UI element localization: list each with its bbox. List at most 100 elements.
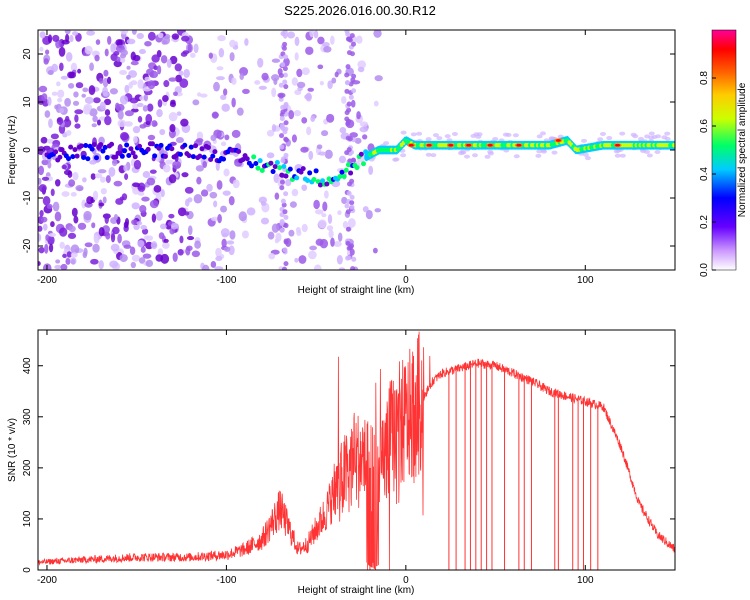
heatmap-cell [70, 257, 77, 265]
snr-xtick-label: -100 [216, 575, 236, 586]
heatmap-cell [300, 146, 309, 153]
chart-title: S225.2026.016.00.30.R12 [284, 3, 436, 18]
heatmap-cell [215, 247, 222, 258]
heatmap-cell [484, 154, 491, 159]
heatmap-cell [282, 41, 288, 47]
heatmap-cell [42, 195, 51, 206]
heatmap-cell [119, 95, 129, 105]
heatmap-cell [305, 46, 314, 55]
heatmap-cell [287, 31, 296, 39]
heatmap-cell [400, 130, 407, 135]
heatmap-cell [218, 47, 225, 58]
heatmap-cell [98, 202, 105, 207]
heatmap-cell [132, 154, 138, 160]
heatmap-cell [306, 126, 312, 136]
heatmap-cell [149, 199, 159, 209]
heatmap-cell [194, 240, 201, 249]
heatmap-cell [283, 84, 289, 90]
spectrogram-xtick-label: 0 [403, 275, 409, 286]
heatmap-cell [94, 54, 100, 62]
heatmap-cell [259, 167, 265, 173]
heatmap-cell [92, 243, 100, 253]
heatmap-cell [266, 152, 275, 159]
colorbar: 0.0 0.2 0.4 0.6 0.8 Normalized spectral ampl… [699, 29, 748, 277]
heatmap-cell [93, 155, 99, 161]
heatmap-cell [278, 82, 284, 88]
heatmap-cell [146, 103, 154, 112]
heatmap-cell [59, 107, 65, 114]
heatmap-cell [57, 97, 63, 103]
heatmap-cell [317, 182, 323, 188]
heatmap-cell [296, 68, 303, 78]
heatmap-cell [327, 80, 333, 90]
heatmap-cell [215, 256, 223, 262]
heatmap-cell [236, 149, 242, 155]
heatmap-cell [117, 143, 123, 153]
heatmap-cell [221, 238, 227, 248]
heatmap-cell [141, 196, 150, 202]
heatmap-cell [126, 65, 131, 70]
heatmap-cell [41, 93, 48, 102]
heatmap-cell [121, 148, 127, 154]
heatmap-cell [163, 238, 169, 243]
heatmap-cell [599, 131, 606, 136]
snr-frame [37, 329, 676, 571]
heatmap-cell [271, 223, 280, 233]
heatmap-cell [261, 201, 267, 206]
heatmap-cell [337, 232, 343, 242]
heatmap-cell [160, 223, 167, 230]
heatmap-cell [103, 91, 110, 97]
heatmap-cell [168, 174, 177, 184]
heatmap-cell [274, 159, 280, 165]
heatmap-cell [322, 42, 330, 47]
heatmap-cell [193, 194, 203, 204]
spectrogram-ytick-label: 0 [22, 147, 33, 153]
heatmap-cell [130, 150, 136, 156]
heatmap-cell [349, 132, 358, 138]
heatmap-cell [249, 163, 255, 169]
heatmap-cell [57, 89, 65, 98]
heatmap-cell [271, 87, 277, 98]
heatmap-cell [129, 97, 139, 104]
heatmap-cell [337, 174, 343, 180]
heatmap-cell [216, 180, 223, 190]
heatmap-cell [309, 245, 318, 251]
heatmap-cell [38, 184, 47, 193]
heatmap-cell [257, 158, 263, 164]
heatmap-cell [197, 153, 203, 159]
heatmap-cell [170, 222, 179, 230]
heatmap-cell [65, 115, 70, 122]
heatmap-cell [174, 63, 182, 72]
heatmap-cell [223, 246, 231, 252]
heatmap-cell [288, 229, 295, 237]
heatmap-cell [614, 153, 621, 158]
heatmap-cell [90, 173, 96, 180]
heatmap-cell [279, 185, 285, 191]
heatmap-cell [362, 206, 369, 213]
heatmap-cell [160, 189, 165, 198]
heatmap-cell [238, 211, 247, 222]
heatmap-cell [153, 65, 159, 71]
heatmap-cell [126, 38, 136, 45]
heatmap-cell [372, 247, 378, 254]
heatmap-cell [113, 180, 123, 187]
heatmap-cell [268, 252, 276, 260]
heatmap-cell [74, 123, 81, 129]
heatmap-cell [330, 237, 335, 247]
heatmap-cell [133, 159, 142, 170]
heatmap-cell [267, 231, 275, 240]
heatmap-cell [279, 144, 285, 150]
heatmap-cell [162, 95, 169, 103]
heatmap-cell [168, 111, 178, 122]
snr-ylabel: SNR (10 * v/v) [7, 418, 18, 482]
heatmap-cell [62, 253, 67, 259]
heatmap-cell [289, 201, 297, 208]
heatmap-cell [130, 261, 137, 269]
heatmap-cell [351, 256, 357, 262]
heatmap-cell [221, 156, 227, 162]
heatmap-cell [140, 225, 147, 230]
heatmap-cell [192, 99, 200, 106]
heatmap-cell [281, 45, 287, 51]
heatmap-cell [190, 154, 196, 160]
